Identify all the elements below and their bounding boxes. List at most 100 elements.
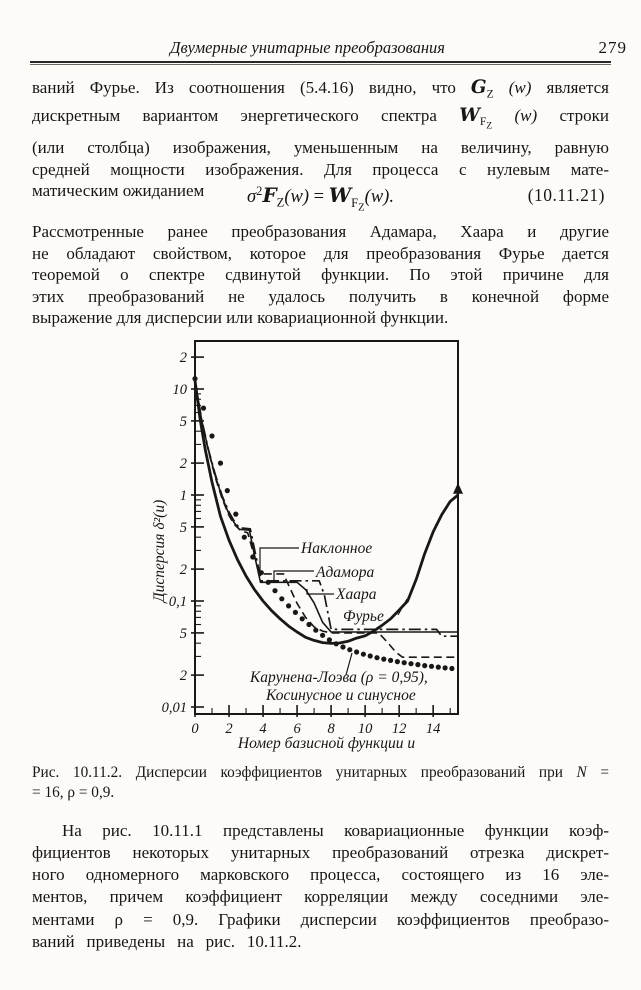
dispersion-chart: 2 10 5 2 1 5 2 0,1 5 2 0,01 0 2 4 6 8 10 12 14 Наклонное Ада… — [150, 339, 490, 763]
curve-label-leader — [345, 652, 353, 676]
curve-label-leader — [397, 598, 408, 616]
dispersion-chart-svg: 2 10 5 2 1 5 2 0,1 5 2 0,010 2 4 6 8 10 12 14 Наклонное Ада… — [151, 340, 463, 752]
x-tick-label: 2 — [225, 721, 232, 737]
karhunen-loeve-dot — [279, 596, 285, 602]
text-line: теоремой о спектре сдвинутой функции. По… — [32, 265, 609, 285]
y-tick-label: 0,1 — [169, 594, 187, 610]
karhunen-loeve-dot — [233, 511, 239, 517]
curve-4 — [194, 380, 458, 658]
y-tick-label: 0,01 — [162, 700, 187, 716]
karhunen-loeve-dot — [354, 649, 360, 655]
karhunen-loeve-dot — [347, 647, 353, 653]
karhunen-loeve-dot — [367, 653, 373, 659]
x-tick-label: 12 — [392, 721, 407, 737]
x-tick-label: 0 — [191, 721, 199, 737]
rhs-argument: (w). — [364, 187, 394, 207]
x-tick-label: 4 — [259, 721, 266, 737]
curve-label-leader — [273, 570, 314, 581]
karhunen-loeve-dot — [286, 603, 292, 609]
karhunen-loeve-dot — [408, 661, 414, 667]
karhunen-loeve-dot — [320, 632, 326, 638]
page-header: Двумерные унитарные преобразования 279 — [32, 38, 626, 60]
karhunen-loeve-dot — [250, 554, 256, 560]
lhs-argument: (w) — [284, 187, 309, 207]
text-line: средней мощности изображения. Для процес… — [32, 159, 609, 179]
curve-label-leader — [259, 547, 299, 572]
lhs-subscript: Z — [276, 195, 285, 210]
karhunen-loeve-dot — [224, 488, 230, 494]
y-tick-label: 2 — [180, 350, 187, 366]
x-tick-label: 8 — [327, 721, 335, 737]
text-line: ного одномерного марковского процесса, с… — [32, 865, 609, 885]
curve-label: Хаара — [335, 586, 377, 603]
karhunen-loeve-dot — [265, 579, 271, 585]
triangle-marker — [453, 482, 463, 494]
y-tick-label: 5 — [180, 414, 187, 430]
header-rule — [30, 61, 611, 67]
karhunen-loeve-dot — [340, 644, 346, 650]
karhunen-loeve-dot — [381, 656, 387, 662]
karhunen-loeve-dot — [428, 663, 435, 669]
karhunen-loeve-dot — [306, 621, 312, 628]
running-title: Двумерные унитарные преобразования — [170, 38, 445, 57]
text-line: На рис. 10.11.1 представлены ковариацион… — [62, 821, 609, 840]
karhunen-loeve-dot — [272, 588, 278, 594]
figure-caption: Рис. 10.11.2. Дисперсии коэффициентов ун… — [32, 763, 609, 802]
curve-label: Фурье — [343, 608, 384, 625]
text-line: ментами ρ = 0,9. Графики дисперсии коэфф… — [32, 909, 609, 929]
x-axis-label: Номер базисной функции u — [237, 735, 415, 752]
karhunen-loeve-dot — [217, 460, 224, 466]
rhs-subscript: FZ — [351, 195, 365, 214]
y-tick-label: 1 — [180, 488, 187, 504]
equals-sign: = — [309, 187, 329, 207]
text-line: Рис. 10.11.2. Дисперсии коэффициентов ун… — [32, 764, 610, 781]
text-line: ваний приведены на рис. 10.11.2. — [32, 931, 302, 951]
y-tick-label: 2 — [180, 562, 187, 578]
x-tick-label: 10 — [358, 721, 373, 737]
karhunen-loeve-dot — [313, 627, 319, 633]
karhunen-loeve-dot — [401, 660, 407, 666]
y-tick-label: 5 — [180, 626, 187, 642]
karhunen-loeve-dot — [422, 663, 428, 669]
sigma-exponent: 2 — [256, 183, 263, 198]
karhunen-loeve-dot — [374, 655, 380, 661]
plot-frame — [194, 340, 459, 715]
karhunen-loeve-dot — [449, 665, 455, 672]
rhs-subsubscript-z: Z — [358, 201, 365, 214]
equation-10-11-21: σ2FZ(w) = WFZ(w). (10.11.21) — [32, 183, 609, 213]
karhunen-loeve-dot — [192, 376, 198, 382]
y-tick-label: 5 — [180, 520, 187, 536]
paragraph-2: Рассмотренные ранее преобразования Адама… — [32, 221, 609, 329]
curve-label-leader — [306, 589, 334, 595]
karhunen-loeve-dot — [388, 657, 394, 663]
karhunen-loeve-dot — [415, 662, 421, 668]
equation-body: σ2FZ(w) = WFZ(w). — [247, 183, 394, 214]
y-tick-label: 2 — [180, 456, 187, 472]
text-line: матическим ожиданием — [32, 181, 205, 201]
paragraph-3: На рис. 10.11.1 представлены ковариацион… — [32, 820, 609, 953]
y-tick-label: 10 — [173, 382, 188, 398]
y-axis-label: Дисперсия δ²(u) — [151, 500, 168, 605]
curve-1 — [193, 380, 459, 645]
text-line: (или столбца) изображения, уменьшенным н… — [32, 138, 609, 158]
y-tick-label: 2 — [180, 668, 187, 684]
text-line: ментов, причем коэффициент корреляции ме… — [32, 887, 609, 907]
karhunen-loeve-dot — [200, 405, 207, 411]
equation-number: (10.11.21) — [527, 185, 605, 205]
text-line: фициентов некоторых унитарных преобразов… — [32, 843, 609, 863]
rhs-subscript-f: F — [351, 195, 359, 210]
karhunen-loeve-dot — [435, 664, 441, 670]
text-line: не обладают свойством, которое для преоб… — [32, 243, 609, 263]
sigma-symbol: σ — [247, 187, 257, 207]
karhunen-loeve-dot — [326, 637, 332, 643]
karhunen-loeve-dot — [442, 665, 448, 671]
text-line: выражение для дисперсии или ковариационн… — [32, 308, 449, 328]
curve-label: Адамора — [315, 564, 374, 581]
karhunen-loeve-dot — [209, 433, 215, 439]
curve-label: Косинусное и синусное — [265, 687, 416, 704]
text-line: ваний Фурье. Из соотношения (5.4.16) вид… — [32, 77, 609, 101]
karhunen-loeve-dot — [292, 609, 298, 615]
text-line: дискретным вариантом энергетического спе… — [32, 104, 609, 132]
paragraph-1: ваний Фурье. Из соотношения (5.4.16) вид… — [32, 77, 609, 202]
